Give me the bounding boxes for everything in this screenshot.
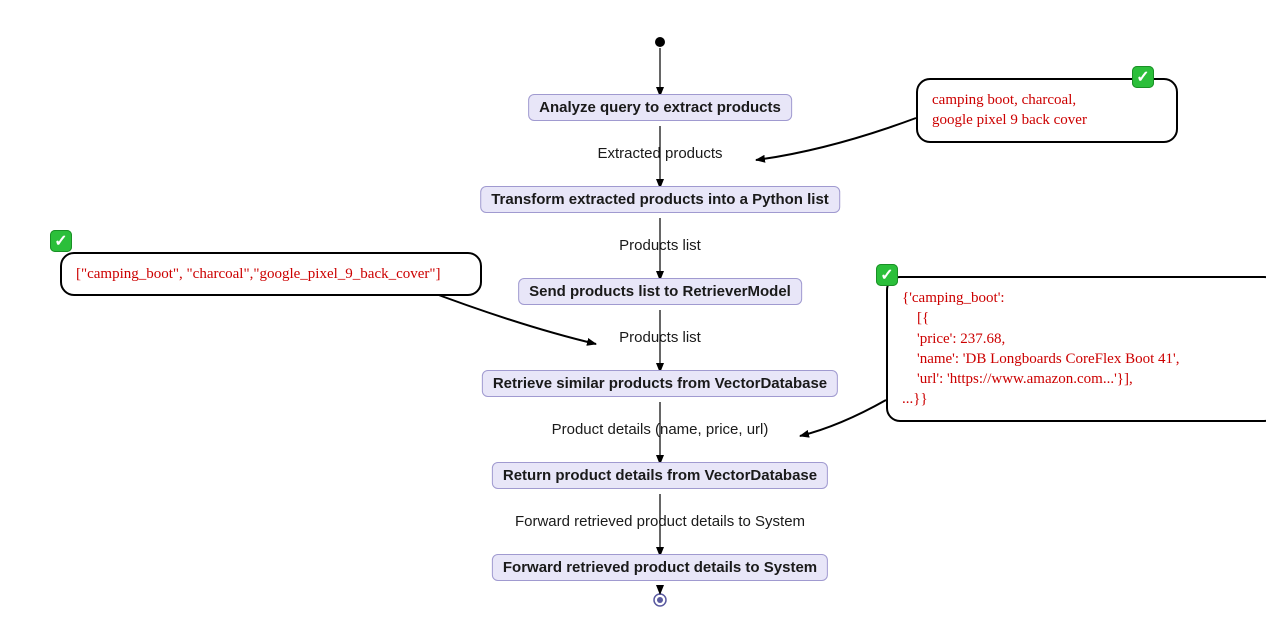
annotation-line: [{ (902, 308, 1262, 328)
edge-label-e4: Product details (name, price, url) (552, 421, 769, 438)
annotation-a3: {'camping_boot': [{ 'price': 237.68, 'na… (886, 276, 1266, 422)
annotation-line: 'name': 'DB Longboards CoreFlex Boot 41'… (902, 349, 1262, 369)
annotation-line: {'camping_boot': (902, 288, 1262, 308)
check-icon: ✓ (876, 264, 898, 286)
step-n6: Forward retrieved product details to Sys… (492, 554, 828, 581)
check-icon: ✓ (50, 230, 72, 252)
edge-label-e1: Extracted products (597, 145, 722, 162)
annotation-line: google pixel 9 back cover (932, 110, 1162, 130)
annotation-line: 'url': 'https://www.amazon.com...'}], (902, 369, 1262, 389)
annotation-line: ["camping_boot", "charcoal","google_pixe… (76, 264, 466, 284)
step-n5: Return product details from VectorDataba… (492, 462, 828, 489)
annotation-line: camping boot, charcoal, (932, 90, 1162, 110)
edge-label-e2: Products list (619, 237, 701, 254)
annotation-line: ...}} (902, 389, 1262, 409)
step-n4: Retrieve similar products from VectorDat… (482, 370, 838, 397)
edge-label-e5: Forward retrieved product details to Sys… (515, 513, 805, 530)
flowchart-canvas: Analyze query to extract products Transfo… (0, 0, 1266, 624)
annotation-a2: ["camping_boot", "charcoal","google_pixe… (60, 252, 482, 296)
annotation-line: 'price': 237.68, (902, 329, 1262, 349)
check-icon: ✓ (1132, 66, 1154, 88)
step-n1: Analyze query to extract products (528, 94, 792, 121)
step-n3: Send products list to RetrieverModel (518, 278, 802, 305)
edge-label-e3: Products list (619, 329, 701, 346)
step-n2: Transform extracted products into a Pyth… (480, 186, 840, 213)
